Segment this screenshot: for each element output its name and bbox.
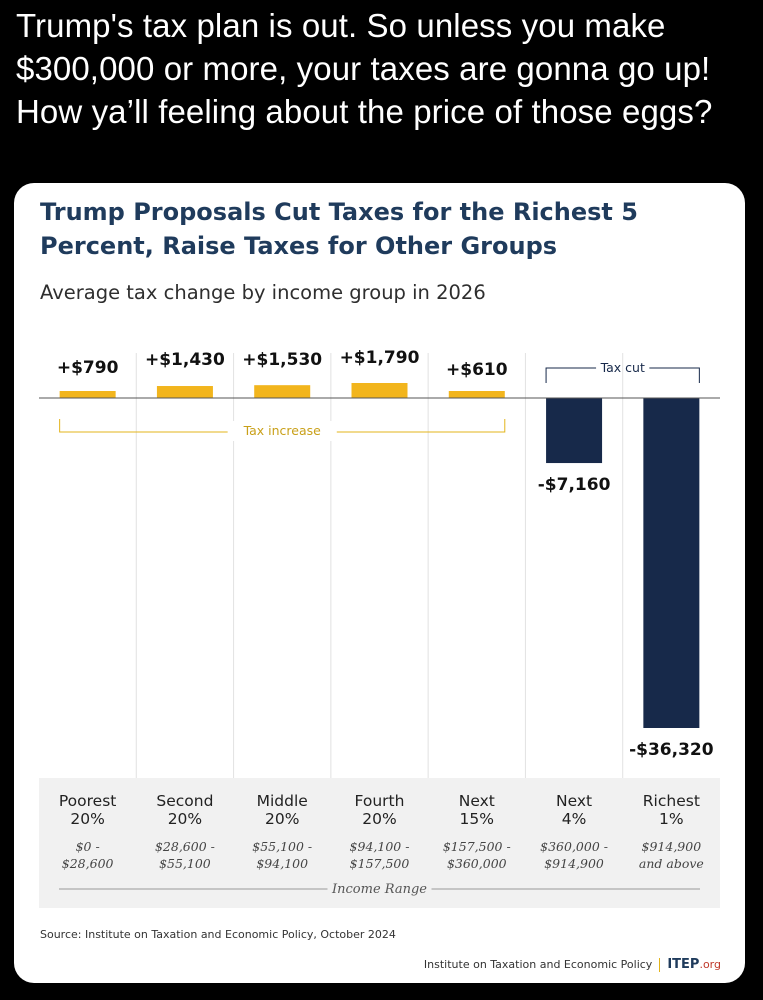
bar — [448, 391, 505, 398]
range-label: $914,900 — [544, 856, 604, 871]
value-label: +$790 — [57, 358, 119, 378]
itep-logo-text: ITEP — [667, 957, 700, 972]
cut-label: Tax cut — [600, 360, 645, 375]
category-label: Next — [459, 792, 495, 810]
bar — [156, 386, 213, 398]
increase-label: Tax increase — [243, 423, 322, 438]
category-label: Middle — [257, 792, 308, 810]
category-label: 4% — [562, 810, 587, 828]
bar — [59, 391, 116, 398]
range-label: $360,000 — [447, 856, 507, 871]
bar — [351, 383, 408, 398]
range-label: $94,100 — [256, 856, 308, 871]
itep-logo: ITEP.org — [667, 957, 721, 972]
range-label: $914,900 — [642, 839, 702, 854]
value-label: -$7,160 — [538, 475, 611, 495]
range-label: $94,100 - — [350, 839, 410, 854]
chart-title: Trump Proposals Cut Taxes for the Riches… — [40, 198, 638, 260]
category-label: 20% — [70, 810, 104, 828]
x-axis-label: Income Range — [331, 882, 427, 897]
chart-subtitle: Average tax change by income group in 20… — [40, 281, 486, 304]
range-label: $28,600 - — [155, 839, 215, 854]
category-label: 20% — [265, 810, 299, 828]
range-label: $55,100 — [159, 856, 211, 871]
bar — [643, 398, 700, 728]
range-label: $157,500 — [350, 856, 410, 871]
post-text: Trump's tax plan is out. So unless you m… — [16, 7, 713, 130]
value-label: -$36,320 — [629, 740, 714, 760]
category-label: 1% — [659, 810, 684, 828]
chart-card[interactable]: Trump Proposals Cut Taxes for the Riches… — [14, 183, 745, 983]
footer-org: Institute on Taxation and Economic Polic… — [423, 958, 653, 971]
cut-bracket-right — [649, 367, 700, 383]
value-label: +$1,430 — [145, 350, 225, 370]
range-label: $157,500 - — [443, 839, 511, 854]
footer-separator — [659, 957, 661, 972]
value-label: +$1,790 — [340, 348, 420, 368]
category-panel — [39, 778, 720, 908]
increase-bracket-right — [336, 419, 506, 433]
category-label: Richest — [643, 792, 700, 810]
range-label: $28,600 — [62, 856, 114, 871]
bar-chart: +$790 +$1,430 +$1,530 +$1,790 +$610 -$7,160 -$… — [39, 348, 720, 908]
category-label: Fourth — [355, 792, 405, 810]
bar — [546, 398, 603, 464]
range-label: $360,000 - — [540, 839, 608, 854]
next-post-strip — [0, 985, 763, 1000]
footer: Institute on Taxation and Economic Polic… — [424, 957, 721, 972]
bar — [254, 385, 311, 398]
cut-bracket-left — [545, 367, 597, 383]
category-label: 20% — [362, 810, 396, 828]
category-label: Next — [556, 792, 592, 810]
range-label: and above — [639, 856, 704, 871]
category-label: 20% — [168, 810, 202, 828]
increase-bracket-left — [59, 419, 228, 433]
itep-logo-suffix: .org — [699, 958, 721, 971]
category-label: 15% — [460, 810, 494, 828]
category-label: Second — [156, 792, 213, 810]
increase-label-bg — [232, 421, 333, 441]
source-note: Source: Institute on Taxation and Econom… — [40, 928, 396, 941]
value-label: +$1,530 — [242, 350, 322, 370]
range-label: $55,100 - — [252, 839, 312, 854]
category-label: Poorest — [59, 792, 116, 810]
range-label: $0 - — [76, 839, 100, 854]
value-label: +$610 — [446, 360, 508, 380]
